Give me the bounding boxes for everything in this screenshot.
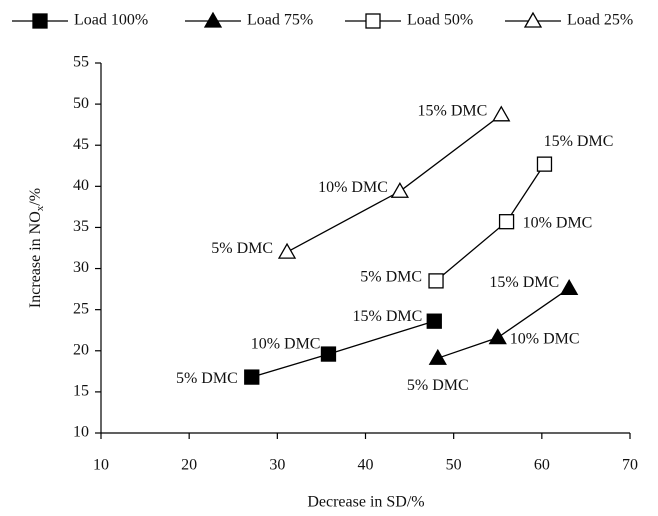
legend-marker bbox=[203, 11, 223, 28]
data-point bbox=[428, 273, 444, 289]
y-tick-label: 10 bbox=[73, 424, 89, 441]
y-tick-label: 15 bbox=[73, 383, 89, 400]
series-line bbox=[437, 287, 570, 359]
y-tick-label: 35 bbox=[73, 218, 89, 235]
y-tick-label: 30 bbox=[73, 259, 89, 276]
legend-label: Load 25% bbox=[567, 12, 633, 29]
x-tick-label: 30 bbox=[269, 457, 285, 474]
data-point bbox=[536, 156, 553, 172]
data-point bbox=[390, 181, 410, 198]
y-axis-title-sub: x bbox=[34, 205, 46, 211]
point-label: 5% DMC bbox=[407, 377, 469, 394]
point-label: 5% DMC bbox=[211, 240, 273, 257]
data-point bbox=[277, 242, 297, 259]
point-label: 10% DMC bbox=[523, 214, 593, 231]
data-point bbox=[244, 369, 260, 385]
data-point bbox=[488, 328, 507, 345]
legend-label: Load 75% bbox=[247, 12, 313, 29]
legend-marker bbox=[523, 11, 543, 28]
point-label: 15% DMC bbox=[352, 308, 422, 325]
x-tick-label: 60 bbox=[534, 457, 550, 474]
y-axis-title: Increase in NOx/% bbox=[27, 188, 46, 308]
y-axis-title-suffix: /% bbox=[27, 188, 44, 206]
legend-marker bbox=[32, 13, 48, 29]
legend-label: Load 50% bbox=[407, 12, 473, 29]
data-point bbox=[320, 346, 337, 362]
point-label: 10% DMC bbox=[510, 330, 580, 347]
point-label: 15% DMC bbox=[417, 102, 487, 119]
point-label: 10% DMC bbox=[318, 179, 388, 196]
legend-label: Load 100% bbox=[74, 12, 148, 29]
data-point bbox=[560, 278, 579, 295]
y-tick-label: 50 bbox=[73, 95, 89, 112]
point-label: 10% DMC bbox=[251, 336, 321, 353]
data-point bbox=[426, 313, 442, 329]
legend-marker bbox=[365, 13, 381, 29]
data-point bbox=[428, 348, 447, 365]
y-tick-label: 45 bbox=[73, 136, 89, 153]
x-axis-title: Decrease in SD/% bbox=[307, 494, 424, 511]
x-tick-label: 50 bbox=[446, 457, 462, 474]
y-tick-label: 20 bbox=[73, 341, 89, 358]
data-point bbox=[498, 214, 515, 230]
point-label: 5% DMC bbox=[360, 269, 422, 286]
point-label: 5% DMC bbox=[176, 370, 238, 387]
x-tick-label: 20 bbox=[181, 457, 197, 474]
data-point bbox=[492, 105, 511, 122]
point-label: 15% DMC bbox=[544, 133, 614, 150]
y-tick-label: 25 bbox=[73, 300, 89, 317]
point-label: 15% DMC bbox=[489, 274, 559, 291]
y-tick-label: 55 bbox=[73, 54, 89, 71]
y-tick-label: 40 bbox=[73, 177, 89, 194]
x-tick-label: 70 bbox=[622, 457, 638, 474]
x-tick-label: 40 bbox=[358, 457, 374, 474]
x-tick-label: 10 bbox=[93, 457, 109, 474]
y-axis-title-main: Increase in NO bbox=[27, 211, 44, 308]
